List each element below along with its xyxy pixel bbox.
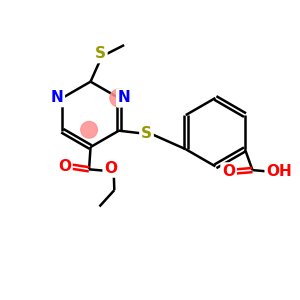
Text: N: N [50,91,63,106]
Text: S: S [141,126,152,141]
Text: N: N [118,91,130,106]
Text: O: O [222,164,235,179]
Text: N: N [118,91,130,106]
Circle shape [81,122,98,138]
Text: O: O [58,159,71,174]
Circle shape [110,89,128,107]
Text: OH: OH [266,164,292,179]
Text: S: S [95,46,106,62]
Text: O: O [104,161,117,176]
